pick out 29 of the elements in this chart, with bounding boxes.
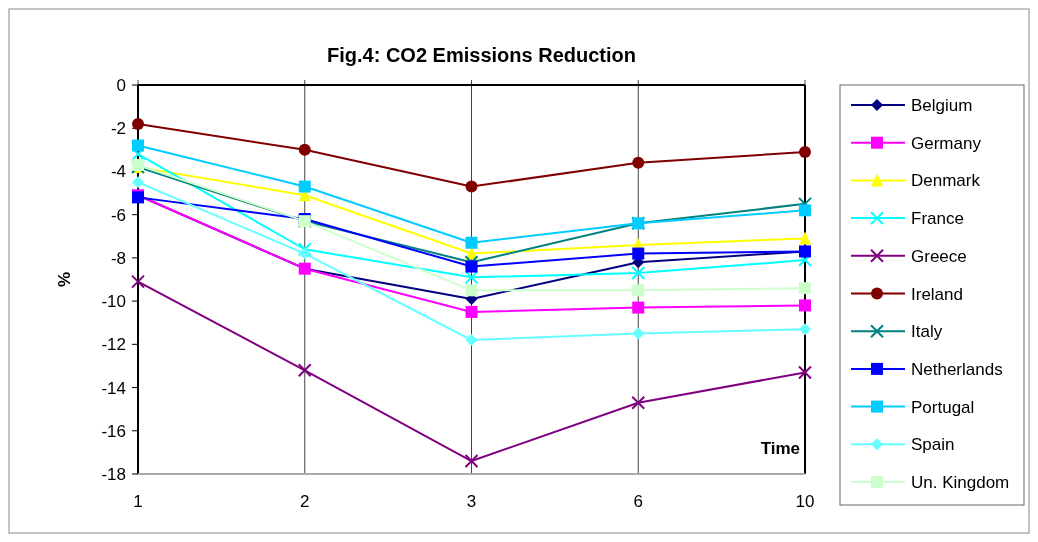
y-axis-title: % <box>55 271 74 288</box>
legend-label: Ireland <box>911 284 963 304</box>
x-tick-label: 6 <box>633 492 643 511</box>
legend-label: Belgium <box>911 96 973 115</box>
legend-label: France <box>911 209 964 229</box>
legend-label: Denmark <box>911 171 981 191</box>
legend-label: Netherlands <box>911 359 1003 379</box>
y-tick-label: -10 <box>101 292 126 312</box>
y-tick-label: -4 <box>110 162 126 182</box>
y-tick-label: 0 <box>116 76 126 95</box>
legend-label: Spain <box>911 435 955 455</box>
y-tick-label: -8 <box>110 248 126 268</box>
x-tick-label: 2 <box>300 492 310 511</box>
y-tick-label: -12 <box>101 335 126 355</box>
y-tick-label: -2 <box>110 119 126 139</box>
x-tick-label: 1 <box>133 492 143 511</box>
legend-label: Italy <box>911 322 943 342</box>
chart-title: Fig.4: CO2 Emissions Reduction <box>327 44 636 66</box>
legend-label: Portugal <box>911 397 975 417</box>
legend-label: Greece <box>911 246 967 266</box>
legend-label: Germany <box>911 133 982 153</box>
x-tick-label: 10 <box>795 492 815 511</box>
y-tick-label: -14 <box>101 378 126 398</box>
x-axis-title: Time <box>760 439 800 458</box>
y-tick-label: -6 <box>110 205 126 225</box>
y-tick-label: -18 <box>101 465 126 484</box>
legend-label: Un. Kingdom <box>911 473 1010 492</box>
y-tick-label: -16 <box>101 421 126 441</box>
x-tick-label: 3 <box>466 492 477 511</box>
